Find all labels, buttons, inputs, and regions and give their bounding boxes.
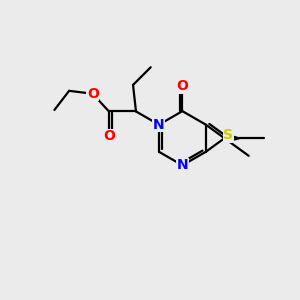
Text: O: O (103, 130, 115, 143)
Text: N: N (177, 158, 188, 172)
Text: N: N (153, 118, 165, 132)
Text: S: S (224, 128, 233, 142)
Text: O: O (176, 79, 188, 93)
Text: O: O (87, 87, 99, 101)
